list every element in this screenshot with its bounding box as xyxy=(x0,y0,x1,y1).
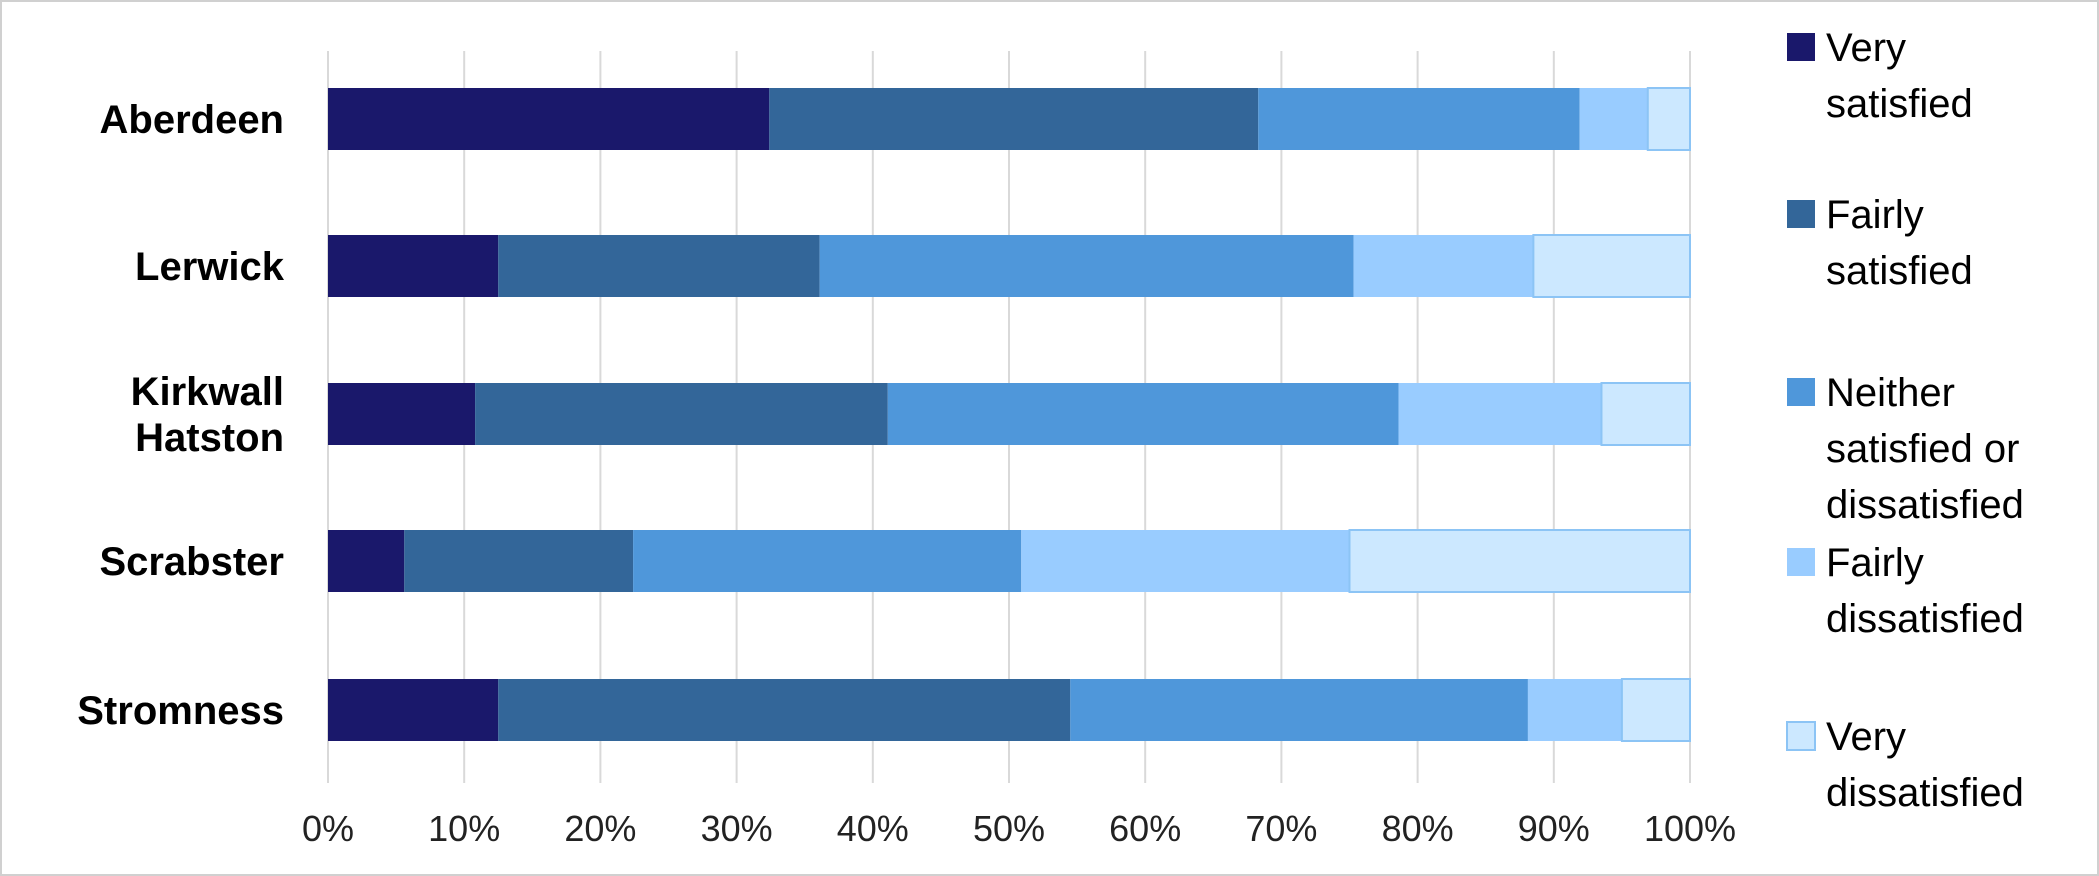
bar-segment-fairly-dissatisfied xyxy=(1398,383,1602,445)
legend-label: satisfied xyxy=(1826,249,1973,293)
bar-segment-very-dissatisfied xyxy=(1600,382,1691,446)
category-label: Kirkwall xyxy=(131,370,284,414)
bar-segment-very-satisfied xyxy=(328,88,770,150)
legend-label: Very xyxy=(1826,26,1906,70)
x-tick-label: 100% xyxy=(1644,808,1736,849)
x-tick-label: 0% xyxy=(302,808,354,849)
legend-label: dissatisfied xyxy=(1826,483,2024,527)
bar-segment-fairly-dissatisfied xyxy=(1527,679,1622,741)
bar-segment-fairly-satisfied xyxy=(498,235,820,297)
bar-segment-fairly-satisfied xyxy=(498,679,1071,741)
x-axis-ticks: 0% 10% 20% 30% 40% 50% 60% 70% 80% 90% 100% xyxy=(302,808,1736,849)
x-tick-label: 60% xyxy=(1109,808,1181,849)
bar-segment-neither-satisfied-or-dissatisfied xyxy=(633,530,1022,592)
x-tick-label: 50% xyxy=(973,808,1045,849)
legend-swatch xyxy=(1787,200,1815,228)
bar-segment-fairly-dissatisfied xyxy=(1579,88,1648,150)
bar-segment-very-satisfied xyxy=(328,530,405,592)
bar-segment-neither-satisfied-or-dissatisfied xyxy=(887,383,1399,445)
legend-swatch xyxy=(1787,548,1815,576)
x-tick-label: 80% xyxy=(1382,808,1454,849)
bar-segment-very-satisfied xyxy=(328,383,476,445)
legend-swatch xyxy=(1787,378,1815,406)
bar-segment-neither-satisfied-or-dissatisfied xyxy=(1070,679,1528,741)
bar-segment-fairly-dissatisfied xyxy=(1021,530,1350,592)
x-tick-label: 70% xyxy=(1245,808,1317,849)
x-tick-label: 30% xyxy=(701,808,773,849)
legend-label: satisfied xyxy=(1826,82,1973,126)
category-label: Stromness xyxy=(77,689,284,733)
x-tick-label: 90% xyxy=(1518,808,1590,849)
bar-segment-very-dissatisfied xyxy=(1646,87,1691,151)
bar-segment-very-dissatisfied xyxy=(1620,678,1692,742)
x-tick-label: 40% xyxy=(837,808,909,849)
bar-segment-very-dissatisfied xyxy=(1532,234,1691,298)
category-label: Aberdeen xyxy=(100,98,285,142)
bars xyxy=(328,87,1692,742)
bar-segment-fairly-satisfied xyxy=(475,383,888,445)
bar-segment-very-satisfied xyxy=(328,679,499,741)
bar-segment-fairly-dissatisfied xyxy=(1353,235,1534,297)
category-label: Lerwick xyxy=(135,245,285,289)
legend-label: Very xyxy=(1826,715,1906,759)
legend-label: dissatisfied xyxy=(1826,597,2024,641)
bar-segment-very-satisfied xyxy=(328,235,499,297)
category-label: Scrabster xyxy=(99,540,284,584)
bar-segment-neither-satisfied-or-dissatisfied xyxy=(819,235,1354,297)
legend-label: satisfied or xyxy=(1826,427,2019,471)
legend-label: Fairly xyxy=(1826,541,1924,585)
category-label: Hatston xyxy=(135,416,284,460)
legend-swatch xyxy=(1787,33,1815,61)
x-tick-label: 20% xyxy=(564,808,636,849)
legend-swatch xyxy=(1786,721,1816,751)
legend-label: dissatisfied xyxy=(1826,771,2024,815)
bar-segment-fairly-satisfied xyxy=(769,88,1259,150)
bar-segment-very-dissatisfied xyxy=(1348,529,1691,593)
legend: Very satisfied Fairly satisfied Neither satis… xyxy=(1786,26,2024,815)
legend-label: Neither xyxy=(1826,371,1955,415)
x-tick-label: 10% xyxy=(428,808,500,849)
bar-segment-fairly-satisfied xyxy=(404,530,634,592)
legend-label: Fairly xyxy=(1826,193,1924,237)
bar-segment-neither-satisfied-or-dissatisfied xyxy=(1258,88,1580,150)
